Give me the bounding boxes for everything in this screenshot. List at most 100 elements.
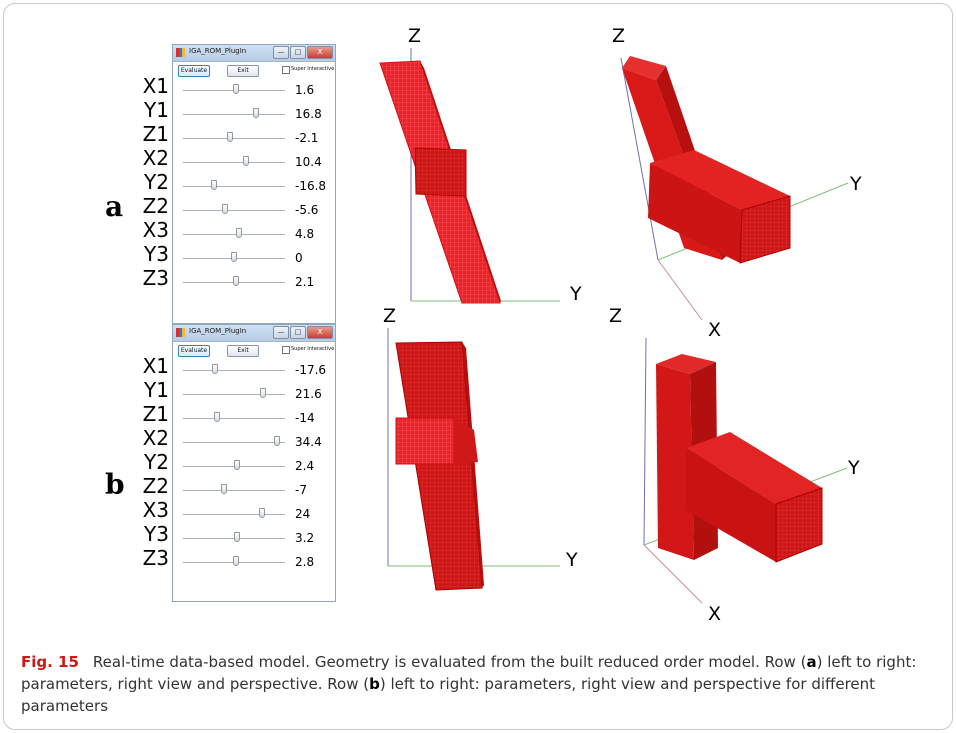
slider-thumb[interactable] [273, 436, 280, 446]
app-icon [176, 328, 185, 337]
slider-thumb[interactable] [243, 156, 250, 166]
close-button[interactable]: X [307, 46, 333, 59]
parameter-row: 0 [173, 247, 337, 267]
slider-track[interactable] [183, 466, 285, 467]
arm-front [686, 448, 776, 562]
slider-thumb[interactable] [234, 460, 241, 470]
slider-thumb[interactable] [259, 388, 266, 398]
slider-track[interactable] [183, 234, 285, 235]
param-name: Z2 [142, 474, 169, 498]
y-axis-label: Y [847, 457, 860, 479]
right-view-b: Z Y [383, 305, 578, 591]
figure-caption: Fig. 15 Real-time data-based model. Geome… [21, 651, 941, 717]
parameter-row: 10.4 [173, 151, 337, 171]
minimize-button[interactable]: — [273, 326, 289, 339]
slider-track[interactable] [183, 442, 285, 443]
slider-track[interactable] [183, 490, 285, 491]
slider-track[interactable] [183, 186, 285, 187]
slider-thumb[interactable] [258, 508, 265, 518]
param-name: Y2 [144, 450, 169, 474]
exit-button[interactable]: Exit [227, 345, 259, 357]
plugin-window-b: IGA_ROM_PlugIn — □ X Evaluate Exit Super… [172, 324, 336, 602]
param-name: Z2 [142, 194, 169, 218]
parameter-value: 1.6 [295, 83, 315, 97]
perspective-view-b: Z Y X [609, 305, 860, 625]
z-axis-label: Z [609, 305, 622, 327]
y-axis-label: Y [849, 173, 862, 195]
arm-top [686, 432, 822, 504]
slider-thumb[interactable] [213, 412, 220, 422]
parameter-row: -14 [173, 407, 337, 427]
close-button[interactable]: X [307, 326, 333, 339]
app-icon [176, 48, 185, 57]
slider-track[interactable] [183, 418, 285, 419]
minimize-button[interactable]: — [273, 46, 289, 59]
x-axis-label: X [708, 603, 721, 625]
slider-track[interactable] [183, 162, 285, 163]
slider-thumb[interactable] [220, 484, 227, 494]
slider-track[interactable] [183, 394, 285, 395]
param-name: X3 [142, 498, 169, 522]
parameter-row: 16.8 [173, 103, 337, 123]
parameter-row: -7 [173, 479, 337, 499]
caption-row-b: b [369, 675, 380, 693]
parameter-value: 4.8 [295, 227, 315, 241]
perspective-view-a: Z Y X [612, 25, 862, 338]
z-axis-label: Z [612, 25, 625, 47]
slider-thumb[interactable] [210, 180, 217, 190]
parameter-value: -7 [295, 483, 307, 497]
slider-track[interactable] [183, 138, 285, 139]
arm-end [775, 487, 823, 563]
slider-thumb[interactable] [234, 532, 241, 542]
evaluate-button[interactable]: Evaluate [178, 65, 210, 77]
window-titlebar[interactable]: IGA_ROM_PlugIn — □ X [173, 45, 335, 62]
window-titlebar[interactable]: IGA_ROM_PlugIn — □ X [173, 325, 335, 342]
super-interactive-checkbox[interactable] [282, 346, 290, 354]
plugin-toolbar: Evaluate Exit Super Interactive [173, 342, 335, 358]
plugin-window-a: IGA_ROM_PlugIn — □ X Evaluate Exit Super… [172, 44, 336, 324]
parameter-row: 2.8 [173, 551, 337, 571]
z-axis-label: Z [408, 25, 421, 47]
param-name: Z1 [142, 402, 169, 426]
slider-track[interactable] [183, 210, 285, 211]
parameter-value: 10.4 [295, 155, 322, 169]
exit-button[interactable]: Exit [227, 65, 259, 77]
parameter-value: -2.1 [295, 131, 319, 145]
maximize-button[interactable]: □ [290, 326, 306, 339]
slider-thumb[interactable] [226, 132, 233, 142]
evaluate-button[interactable]: Evaluate [178, 345, 210, 357]
super-interactive-checkbox[interactable] [282, 66, 290, 74]
slider-thumb[interactable] [233, 276, 240, 286]
slider-track[interactable] [183, 114, 285, 115]
parameter-row: 4.8 [173, 223, 337, 243]
slider-thumb[interactable] [233, 556, 240, 566]
parameter-value: -5.6 [295, 203, 319, 217]
parameter-value: -16.8 [295, 179, 327, 193]
slider-thumb[interactable] [233, 84, 240, 94]
parameter-value: 34.4 [295, 435, 322, 449]
slider-thumb[interactable] [211, 364, 218, 374]
z-axis-line [620, 57, 659, 261]
caption-text: Real-time data-based model. Geometry is … [92, 653, 807, 671]
parameter-row: 34.4 [173, 431, 337, 451]
slider-track[interactable] [183, 538, 285, 539]
x-axis-line [643, 544, 703, 604]
slider-thumb[interactable] [236, 228, 243, 238]
slider-thumb[interactable] [253, 108, 260, 118]
arm-end [739, 195, 791, 264]
block-face [414, 147, 467, 197]
slider-track[interactable] [183, 514, 285, 515]
maximize-button[interactable]: □ [290, 46, 306, 59]
parameter-value: -17.6 [295, 363, 327, 377]
param-name: Y3 [144, 522, 169, 546]
right-view-a: Z Y [379, 25, 582, 305]
post-face [656, 364, 694, 560]
parameter-value: 2.8 [295, 555, 315, 569]
param-name: X3 [142, 218, 169, 242]
param-name: Z1 [142, 122, 169, 146]
parameter-row: 24 [173, 503, 337, 523]
slider-thumb[interactable] [231, 252, 237, 262]
z-axis-line [643, 337, 647, 546]
slider-thumb[interactable] [221, 204, 228, 214]
slider-track[interactable] [183, 370, 285, 371]
